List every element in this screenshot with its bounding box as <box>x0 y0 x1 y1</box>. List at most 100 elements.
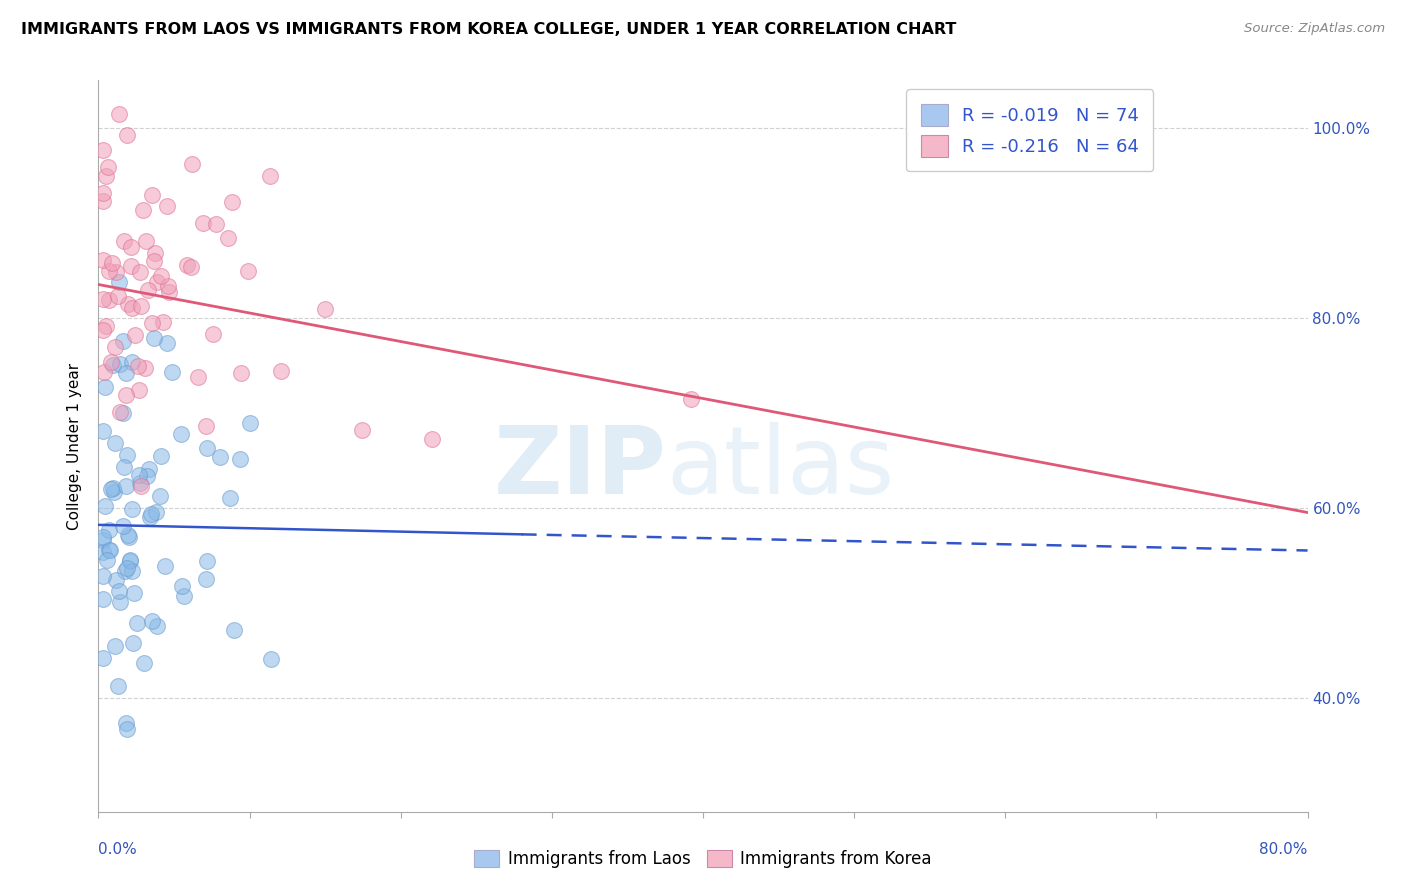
Point <box>97 293 120 307</box>
Point <box>98 542 121 557</box>
Point <box>91 533 114 547</box>
Text: Source: ZipAtlas.com: Source: ZipAtlas.com <box>1244 22 1385 36</box>
Point <box>170 578 193 592</box>
Point <box>127 359 149 373</box>
Point <box>97 161 120 175</box>
Legend: Immigrants from Laos, Immigrants from Korea: Immigrants from Laos, Immigrants from Ko… <box>468 843 938 875</box>
Point <box>135 234 157 248</box>
Y-axis label: College, Under 1 year: College, Under 1 year <box>67 362 83 530</box>
Point <box>101 358 124 372</box>
Point <box>420 432 443 446</box>
Point <box>143 253 166 268</box>
Point <box>91 253 114 268</box>
Point <box>98 543 121 558</box>
Point <box>93 365 115 379</box>
Point <box>114 479 136 493</box>
Point <box>118 530 141 544</box>
Point <box>236 264 259 278</box>
Point <box>208 450 231 464</box>
Point <box>91 545 114 559</box>
Point <box>104 573 127 587</box>
Point <box>124 328 146 343</box>
Point <box>118 554 141 568</box>
Point <box>157 285 180 299</box>
Point <box>239 417 262 431</box>
Point <box>103 485 125 500</box>
Point <box>96 553 118 567</box>
Point <box>91 592 114 607</box>
Point <box>229 366 252 380</box>
Point <box>156 336 179 351</box>
Point <box>121 501 143 516</box>
Point <box>141 188 163 202</box>
Point <box>115 128 138 142</box>
Point <box>115 366 138 380</box>
Text: ZIP: ZIP <box>494 422 666 514</box>
Point <box>111 519 134 533</box>
Point <box>94 319 117 334</box>
Point <box>205 218 228 232</box>
Point <box>139 508 162 522</box>
Point <box>129 478 152 492</box>
Point <box>112 406 135 420</box>
Point <box>107 679 129 693</box>
Point <box>145 504 167 518</box>
Point <box>143 245 166 260</box>
Point <box>101 481 124 495</box>
Point <box>129 476 152 491</box>
Point <box>224 623 246 637</box>
Point <box>118 552 141 566</box>
Point <box>120 260 142 274</box>
Point <box>108 358 131 372</box>
Point <box>191 217 214 231</box>
Point <box>94 499 117 513</box>
Text: atlas: atlas <box>666 422 896 514</box>
Point <box>104 339 127 353</box>
Point <box>122 636 145 650</box>
Point <box>115 448 138 462</box>
Point <box>98 263 121 277</box>
Point <box>136 468 159 483</box>
Point <box>128 468 150 483</box>
Point <box>150 268 173 283</box>
Text: IMMIGRANTS FROM LAOS VS IMMIGRANTS FROM KOREA COLLEGE, UNDER 1 YEAR CORRELATION : IMMIGRANTS FROM LAOS VS IMMIGRANTS FROM … <box>21 22 956 37</box>
Point <box>132 202 155 217</box>
Point <box>108 595 131 609</box>
Point <box>138 461 160 475</box>
Point <box>156 199 179 213</box>
Point <box>105 265 128 279</box>
Point <box>94 169 117 183</box>
Point <box>180 260 202 274</box>
Point <box>157 278 180 293</box>
Point <box>162 365 184 379</box>
Point <box>139 509 162 524</box>
Point <box>260 652 283 666</box>
Point <box>128 265 150 279</box>
Point <box>114 234 136 248</box>
Point <box>115 388 138 402</box>
Point <box>145 275 167 289</box>
Point <box>114 715 136 730</box>
Point <box>221 195 243 210</box>
Point <box>117 296 139 310</box>
Point <box>104 436 127 450</box>
Point <box>91 292 114 306</box>
Point <box>153 559 176 574</box>
Point <box>91 650 114 665</box>
Point <box>149 489 172 503</box>
Point <box>112 459 135 474</box>
Point <box>91 568 114 582</box>
Point <box>202 326 225 341</box>
Point <box>120 240 142 254</box>
Point <box>121 301 143 316</box>
Point <box>104 640 127 654</box>
Point <box>314 302 336 317</box>
Point <box>117 561 139 575</box>
Point <box>259 169 281 183</box>
Point <box>108 275 131 289</box>
Point <box>121 564 143 578</box>
Point <box>270 364 292 378</box>
Point <box>100 482 122 496</box>
Point <box>143 331 166 345</box>
Point <box>111 334 134 348</box>
